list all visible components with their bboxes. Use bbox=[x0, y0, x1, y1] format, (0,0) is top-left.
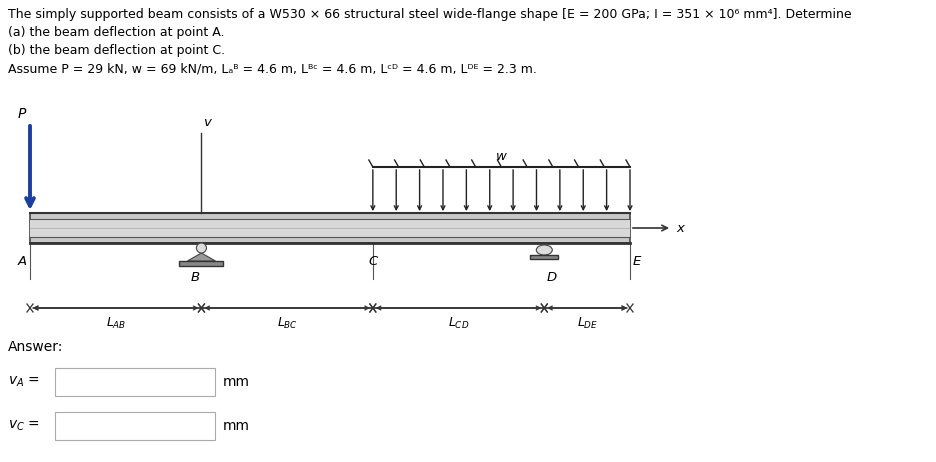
Circle shape bbox=[197, 243, 206, 253]
Text: mm: mm bbox=[223, 375, 250, 389]
Bar bbox=[55, 412, 214, 440]
Text: x: x bbox=[675, 221, 683, 235]
Text: mm: mm bbox=[223, 419, 250, 433]
Polygon shape bbox=[187, 253, 215, 261]
Bar bbox=[179, 261, 223, 266]
Text: The simply supported beam consists of a W530 × 66 structural steel wide-flange s: The simply supported beam consists of a … bbox=[8, 8, 851, 21]
Bar bbox=[530, 255, 558, 259]
Text: C: C bbox=[368, 255, 377, 268]
Text: (b) the beam deflection at point C.: (b) the beam deflection at point C. bbox=[8, 44, 225, 57]
Polygon shape bbox=[30, 213, 629, 243]
Text: w: w bbox=[495, 150, 506, 163]
Text: E: E bbox=[633, 255, 640, 268]
Polygon shape bbox=[30, 219, 629, 237]
Ellipse shape bbox=[535, 245, 551, 255]
Text: P: P bbox=[18, 107, 26, 121]
Text: B: B bbox=[190, 271, 199, 284]
Text: Assume P = 29 kN, w = 69 kN/m, Lₐᴮ = 4.6 m, Lᴮᶜ = 4.6 m, Lᶜᴰ = 4.6 m, Lᴰᴱ = 2.3 : Assume P = 29 kN, w = 69 kN/m, Lₐᴮ = 4.6… bbox=[8, 62, 536, 75]
Text: $L_{DE}$: $L_{DE}$ bbox=[576, 316, 597, 331]
Text: (a) the beam deflection at point A.: (a) the beam deflection at point A. bbox=[8, 26, 225, 39]
Text: Answer:: Answer: bbox=[8, 340, 64, 354]
Text: A: A bbox=[18, 255, 27, 268]
Text: v: v bbox=[203, 116, 212, 129]
Text: D: D bbox=[546, 271, 556, 284]
Text: $L_{AB}$: $L_{AB}$ bbox=[106, 316, 125, 331]
Text: $L_{BC}$: $L_{BC}$ bbox=[276, 316, 298, 331]
Text: $v_C$ =: $v_C$ = bbox=[8, 419, 40, 433]
Bar bbox=[55, 368, 214, 396]
Text: $v_A$ =: $v_A$ = bbox=[8, 375, 39, 389]
Text: $L_{CD}$: $L_{CD}$ bbox=[447, 316, 469, 331]
